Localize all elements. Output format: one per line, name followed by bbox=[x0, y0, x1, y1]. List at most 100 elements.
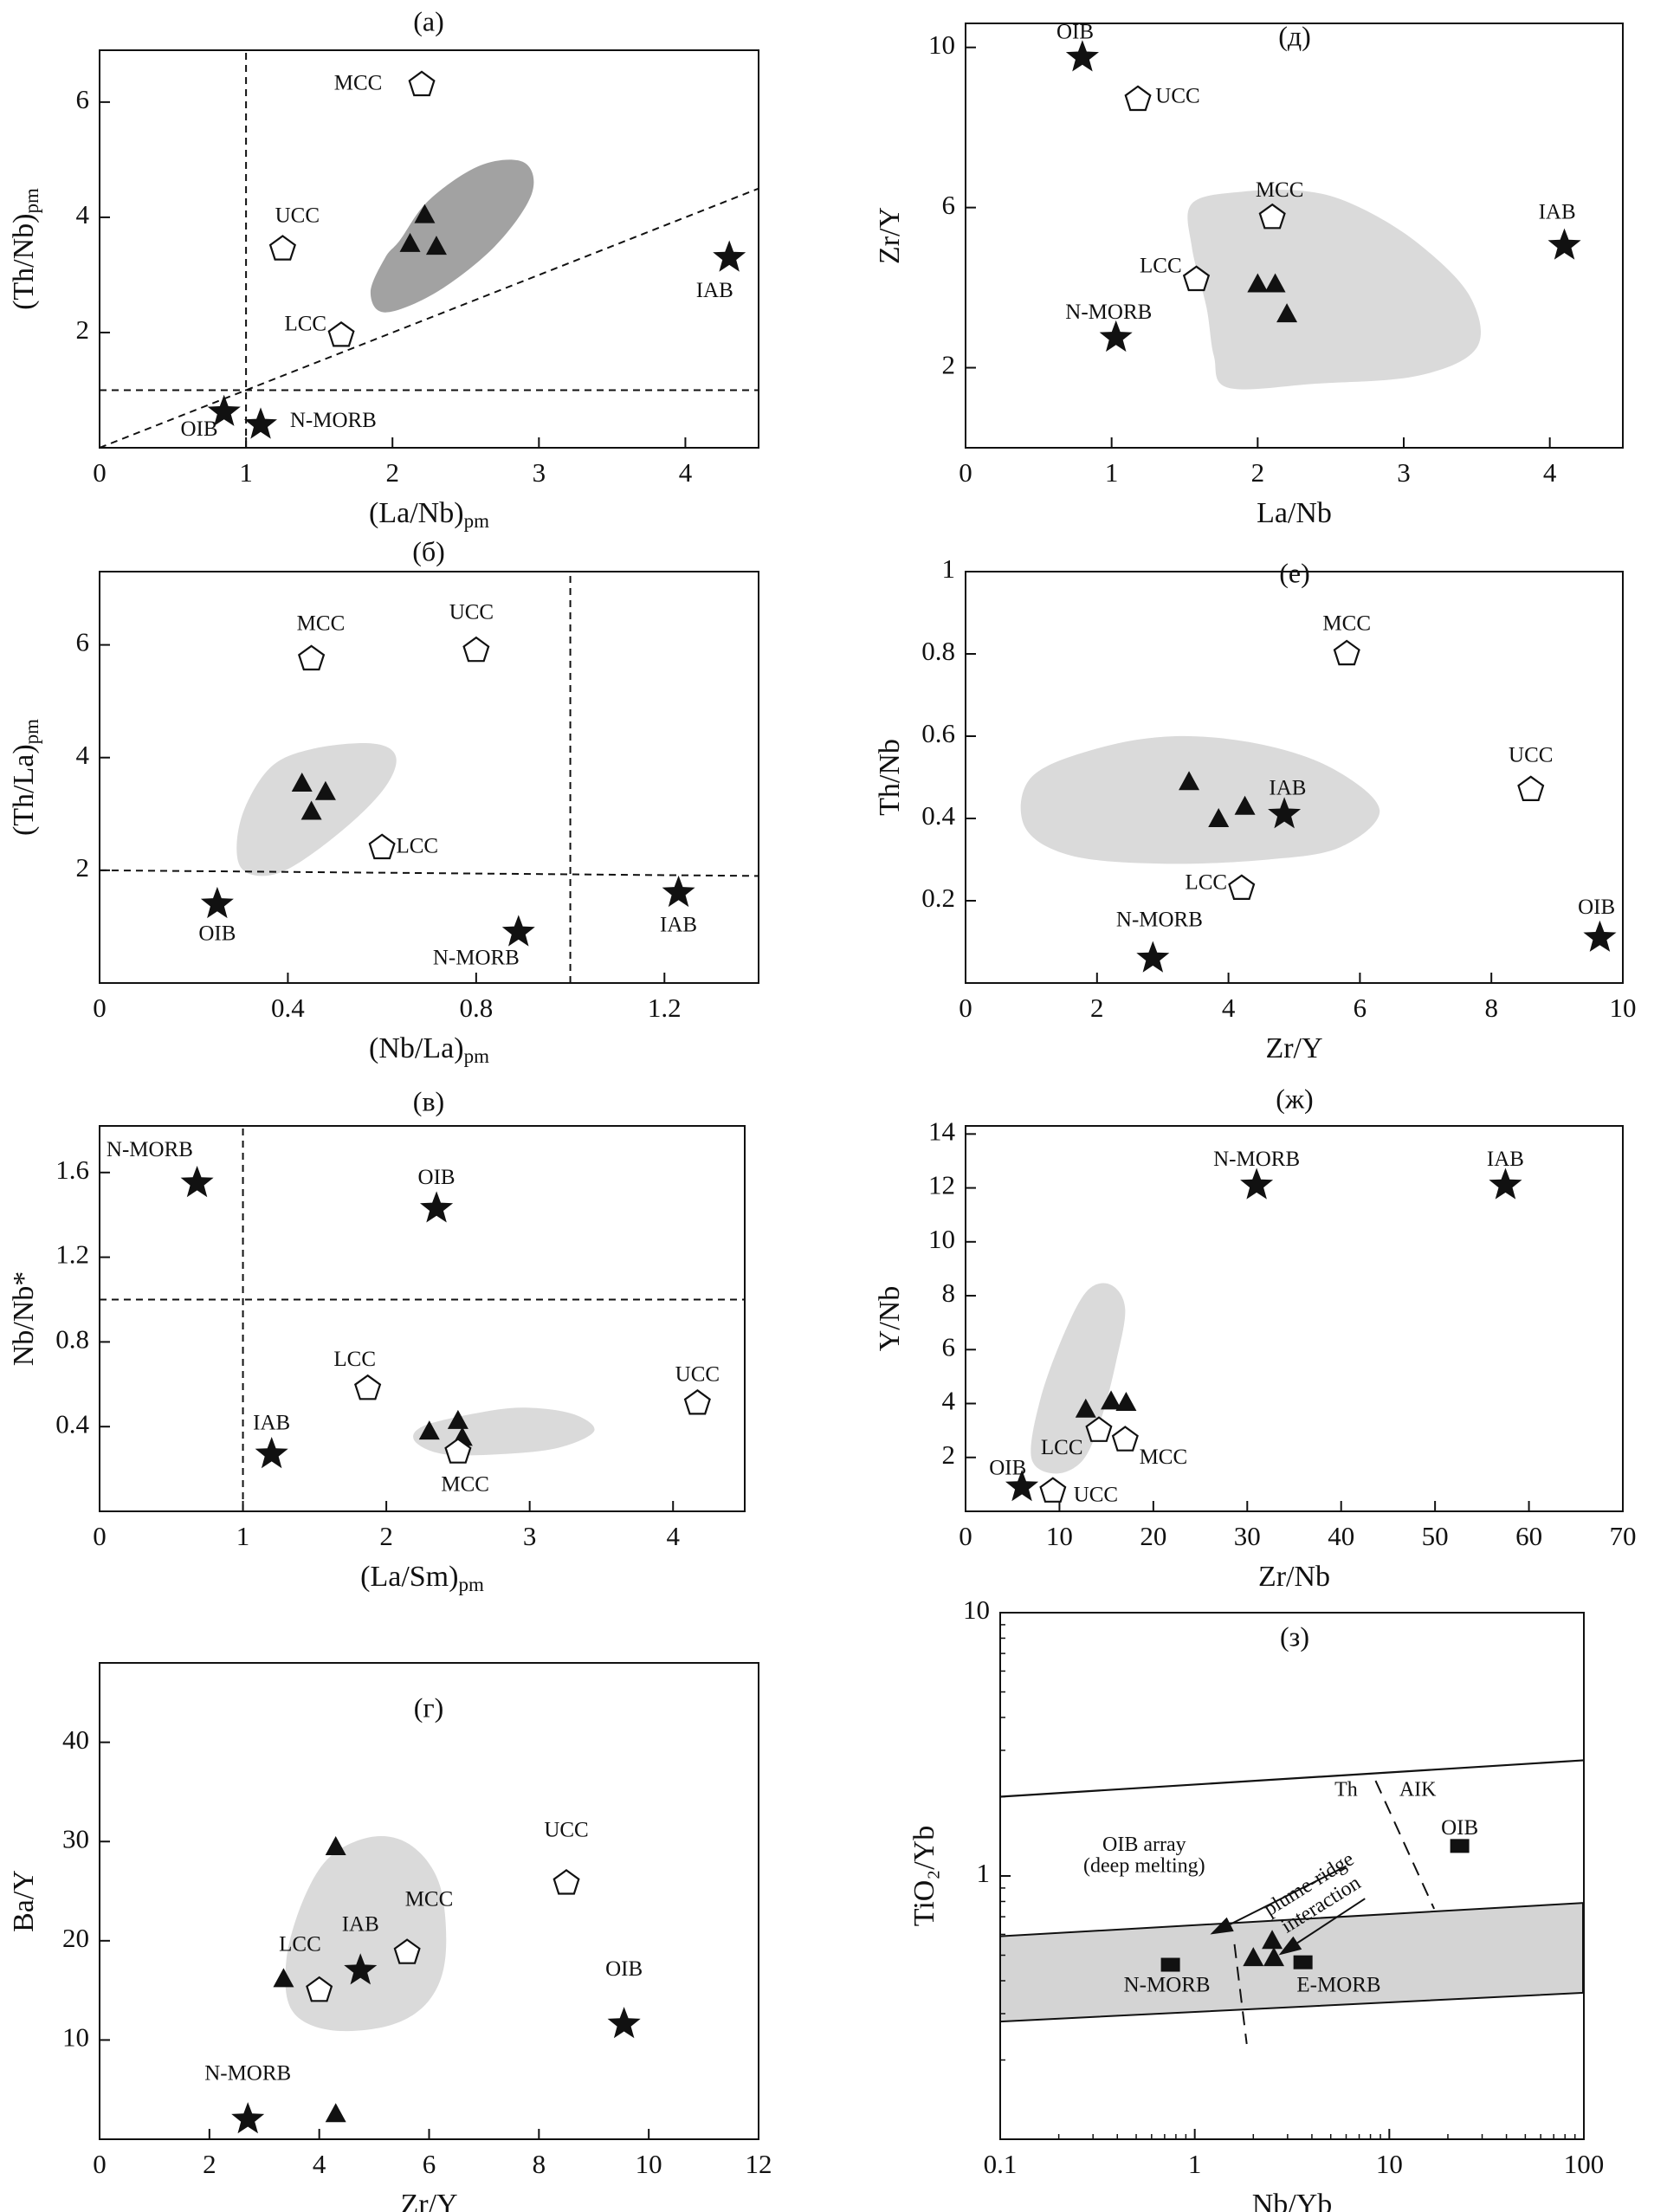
panel-label: (г) bbox=[414, 1691, 443, 1723]
sample-triangle bbox=[418, 1420, 440, 1440]
axes-frame bbox=[965, 571, 1624, 984]
annotation-1: Th bbox=[1334, 1779, 1358, 1801]
y-axis-label: (Th/Nb)pm bbox=[8, 188, 42, 310]
label-n-morb: N-MORB bbox=[290, 409, 377, 432]
y-axis-label: Zr/Y bbox=[874, 207, 906, 264]
x-tick-label: 100 bbox=[1564, 2149, 1605, 2179]
y-tick-label: 4 bbox=[76, 199, 90, 230]
panel-label: (а) bbox=[413, 5, 444, 36]
panel-d: OIB UCC MCC LCC N-MORB IAB 0 1 2 3 4 2 6 10 La/Nb Zr/Y (… bbox=[874, 20, 1624, 529]
y-tick-label: 1.2 bbox=[55, 1239, 89, 1270]
star-marker bbox=[1065, 40, 1099, 72]
y-tick-label: 0.6 bbox=[921, 718, 955, 748]
axes-frame bbox=[965, 23, 1624, 449]
annotation-3: OIB array bbox=[1102, 1834, 1186, 1856]
pentagon-marker bbox=[1182, 265, 1211, 292]
sample-triangle bbox=[1243, 1947, 1264, 1967]
y-tick-label: 6 bbox=[942, 190, 956, 220]
x-tick-label: 6 bbox=[1354, 993, 1367, 1023]
axes-frame bbox=[99, 1125, 746, 1512]
axes-frame bbox=[99, 571, 759, 984]
sample-triangle bbox=[273, 1968, 294, 1988]
y-tick-label: 6 bbox=[942, 1331, 956, 1361]
star-marker bbox=[231, 2102, 265, 2134]
y-tick-label: 10 bbox=[928, 29, 955, 60]
label-lcc: LCC bbox=[279, 1932, 321, 1956]
x-axis-label: Zr/Y bbox=[400, 2189, 457, 2212]
label-ucc: UCC bbox=[275, 204, 320, 228]
pentagon-marker bbox=[1039, 1477, 1067, 1503]
sample-triangle bbox=[325, 2103, 346, 2123]
label-ucc: UCC bbox=[1155, 84, 1199, 107]
label-mcc: MCC bbox=[405, 1888, 454, 1911]
interaction-arrow-1 bbox=[1230, 1865, 1347, 1925]
pentagon-marker bbox=[1333, 639, 1360, 666]
y-tick-label: 8 bbox=[942, 1277, 956, 1308]
label-iab: IAB bbox=[1269, 776, 1306, 799]
sample-triangle bbox=[1101, 1390, 1122, 1410]
y-tick-label: 12 bbox=[928, 1170, 955, 1200]
label-e-morb: E-MORB bbox=[1296, 1973, 1380, 1996]
label-mcc: MCC bbox=[441, 1472, 489, 1496]
label-mcc: MCC bbox=[334, 72, 383, 95]
sample-triangle bbox=[300, 800, 322, 820]
label-mcc: MCC bbox=[1140, 1446, 1188, 1469]
x-axis-label: (La/Sm)pm bbox=[360, 1561, 484, 1595]
sample-triangle bbox=[425, 236, 447, 255]
plot-area: MCC UCC LCC OIB N-MORB IAB bbox=[100, 572, 759, 983]
square-marker bbox=[1160, 1957, 1180, 1972]
y-tick-label: 0.2 bbox=[921, 883, 955, 913]
sample-triangle bbox=[1115, 1391, 1137, 1411]
x-tick-label: 2 bbox=[379, 1521, 393, 1551]
sample-triangle bbox=[1276, 303, 1298, 323]
x-tick-label: 10 bbox=[636, 2149, 662, 2179]
label-lcc: LCC bbox=[333, 1348, 376, 1371]
label-iab: IAB bbox=[696, 279, 733, 302]
sample-triangle bbox=[447, 1409, 468, 1429]
label-oib: OIB bbox=[1441, 1816, 1478, 1840]
panel-e: MCC UCC IAB LCC N-MORB OIB 0 2 4 6 8 10 0.2 0.4 0.6 0.8… bbox=[874, 553, 1637, 1064]
x-tick-label: 0.8 bbox=[459, 993, 493, 1023]
y-tick-label: 20 bbox=[62, 1923, 89, 1953]
label-n-morb: N-MORB bbox=[107, 1138, 193, 1161]
y-axis-label: Ba/Y bbox=[8, 1870, 40, 1932]
label-iab: IAB bbox=[342, 1912, 379, 1936]
y-tick-label: 30 bbox=[62, 1823, 89, 1853]
x-tick-label: 0 bbox=[93, 2149, 107, 2179]
y-tick-label: 0.8 bbox=[55, 1324, 89, 1355]
y-tick-label: 0.4 bbox=[55, 1408, 89, 1439]
label-oib: OIB bbox=[418, 1166, 456, 1189]
star-marker bbox=[200, 886, 234, 919]
star-marker bbox=[244, 407, 277, 439]
label-oib: OIB bbox=[989, 1457, 1026, 1480]
x-tick-label: 4 bbox=[313, 2149, 326, 2179]
square-marker bbox=[1293, 1955, 1313, 1969]
x-axis-label: Nb/Yb bbox=[1252, 2189, 1333, 2212]
square-marker bbox=[1450, 1839, 1470, 1853]
x-tick-label: 0 bbox=[93, 457, 107, 488]
panel-a: MCC UCC LCC IAB OIB N-MORB 0 1 2 3 4 2 4 6 (La/Nb)pm (T… bbox=[8, 5, 759, 532]
star-marker bbox=[344, 1953, 378, 1985]
interaction-arrow-2 bbox=[1296, 1898, 1366, 1944]
x-tick-label: 4 bbox=[1543, 457, 1557, 488]
x-axis-label: (Nb/La)pm bbox=[369, 1032, 489, 1067]
plot-area: UCC MCC IAB LCC OIB N-MORB bbox=[204, 1819, 643, 2134]
label-ucc: UCC bbox=[449, 601, 494, 624]
sample-triangle bbox=[399, 232, 421, 252]
star-marker bbox=[607, 2007, 641, 2039]
plot-area: MCC UCC LCC IAB OIB N-MORB bbox=[100, 50, 759, 448]
pentagon-marker bbox=[552, 1869, 580, 1895]
star-marker bbox=[1136, 941, 1170, 973]
pentagon-marker bbox=[1111, 1426, 1139, 1452]
x-tick-label: 2 bbox=[1090, 993, 1104, 1023]
pentagon-marker bbox=[1228, 874, 1256, 901]
sample-triangle bbox=[1263, 1947, 1285, 1967]
x-tick-label: 0.1 bbox=[984, 2149, 1018, 2179]
star-marker bbox=[1489, 1167, 1522, 1200]
star-marker bbox=[662, 875, 695, 908]
star-marker bbox=[207, 394, 241, 426]
panel-g: UCC MCC IAB LCC OIB N-MORB 0 2 4 6 8 10 12 10 20 30 40 Zr… bbox=[8, 1662, 772, 2212]
star-marker bbox=[713, 240, 746, 272]
pentagon-marker bbox=[1124, 85, 1152, 112]
sample-triangle bbox=[291, 773, 313, 792]
